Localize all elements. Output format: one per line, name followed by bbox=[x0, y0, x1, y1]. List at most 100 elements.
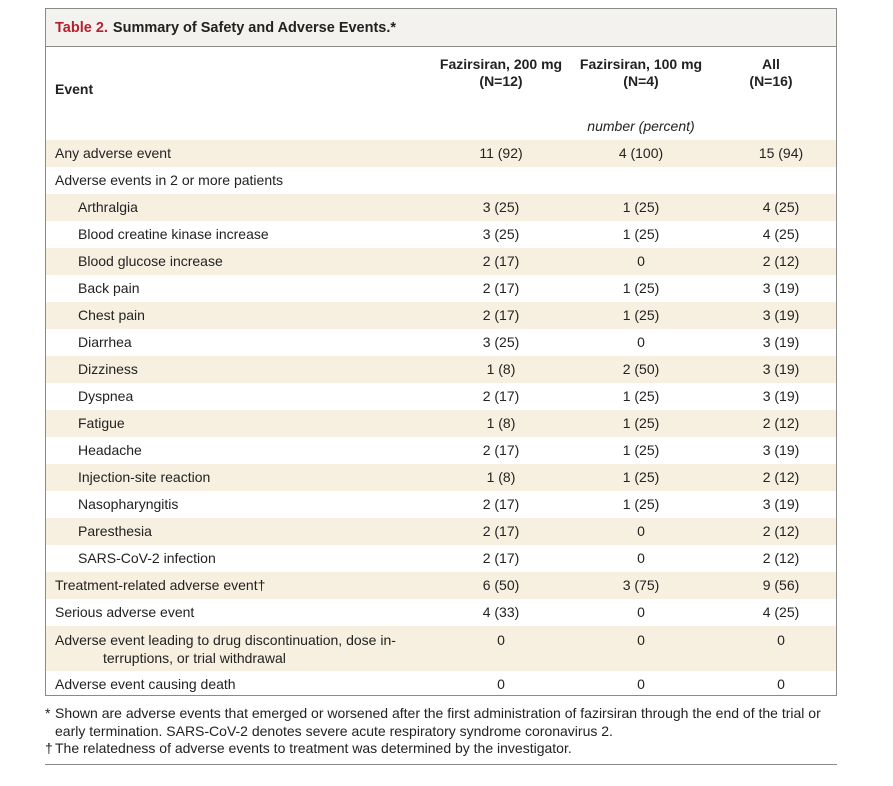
cell-all: 3 (19) bbox=[762, 361, 800, 377]
cell-100mg: 0 bbox=[637, 676, 645, 692]
cell-all: 4 (25) bbox=[762, 604, 800, 620]
row-label: Arthralgia bbox=[78, 199, 138, 215]
cell-200mg: 2 (17) bbox=[482, 388, 520, 404]
cell-200mg: 11 (92) bbox=[479, 145, 523, 161]
cell-100mg: 0 bbox=[637, 523, 645, 539]
cell-200mg: 3 (25) bbox=[482, 334, 520, 350]
bottom-rule bbox=[45, 764, 837, 765]
table-row: Fatigue 1 (8) 1 (25) 2 (12) bbox=[46, 410, 836, 437]
column-n: (N=12) bbox=[479, 73, 523, 89]
column-n: (N=16) bbox=[749, 73, 793, 89]
row-label: Dyspnea bbox=[78, 388, 134, 404]
cell-100mg: 0 bbox=[637, 604, 645, 620]
table-row: Back pain 2 (17) 1 (25) 3 (19) bbox=[46, 275, 836, 302]
column-header-200mg: Fazirsiran, 200 mg (N=12) bbox=[431, 56, 571, 90]
row-label: Adverse event causing death bbox=[55, 676, 236, 692]
table-row: Treatment-related adverse event† 6 (50) … bbox=[46, 572, 836, 599]
cell-100mg: 3 (75) bbox=[622, 577, 660, 593]
cell-200mg: 1 (8) bbox=[486, 361, 516, 377]
table-title-text: Summary of Safety and Adverse Events.* bbox=[112, 19, 397, 36]
cell-all: 3 (19) bbox=[762, 496, 800, 512]
cell-200mg: 2 (17) bbox=[482, 523, 520, 539]
cell-100mg: 0 bbox=[637, 550, 645, 566]
cell-all: 2 (12) bbox=[762, 469, 800, 485]
row-label-line1: Adverse event leading to drug discontinu… bbox=[55, 632, 396, 648]
cell-all: 2 (12) bbox=[762, 550, 800, 566]
table-row: Nasopharyngitis 2 (17) 1 (25) 3 (19) bbox=[46, 491, 836, 518]
row-label: Fatigue bbox=[78, 415, 125, 431]
row-label: Treatment-related adverse event† bbox=[55, 577, 266, 593]
row-label: Paresthesia bbox=[78, 523, 152, 539]
cell-200mg: 2 (17) bbox=[482, 550, 520, 566]
table-row: Paresthesia 2 (17) 0 2 (12) bbox=[46, 518, 836, 545]
table-row: SARS-CoV-2 infection 2 (17) 0 2 (12) bbox=[46, 545, 836, 572]
table-row: Blood creatine kinase increase 3 (25) 1 … bbox=[46, 221, 836, 248]
footnote-text: The relatedness of adverse events to tre… bbox=[55, 740, 572, 756]
cell-200mg: 2 (17) bbox=[482, 442, 520, 458]
row-label: Any adverse event bbox=[55, 145, 171, 161]
event-column-header: Event bbox=[55, 81, 94, 97]
table-row: Adverse event causing death 0 0 0 bbox=[46, 671, 836, 698]
row-label: Back pain bbox=[78, 280, 140, 296]
table-row: Adverse event leading to drug discontinu… bbox=[46, 626, 836, 671]
table-number: Table 2. bbox=[55, 19, 108, 36]
cell-100mg: 1 (25) bbox=[622, 442, 660, 458]
cell-all: 2 (12) bbox=[762, 253, 800, 269]
table-row: Serious adverse event 4 (33) 0 4 (25) bbox=[46, 599, 836, 626]
row-label: Blood creatine kinase increase bbox=[78, 226, 269, 242]
table-body: Any adverse event 11 (92) 4 (100) 15 (94… bbox=[46, 140, 836, 698]
cell-100mg: 1 (25) bbox=[622, 469, 660, 485]
table-header: Event Fazirsiran, 200 mg (N=12) Fazirsir… bbox=[46, 47, 836, 140]
cell-200mg: 6 (50) bbox=[482, 577, 520, 593]
cell-200mg: 2 (17) bbox=[482, 280, 520, 296]
cell-all: 0 bbox=[777, 676, 785, 692]
cell-200mg: 0 bbox=[497, 676, 505, 692]
row-label: Serious adverse event bbox=[55, 604, 195, 620]
table-row: Injection-site reaction 1 (8) 1 (25) 2 (… bbox=[46, 464, 836, 491]
row-label: Injection-site reaction bbox=[78, 469, 211, 485]
cell-100mg: 2 (50) bbox=[622, 361, 660, 377]
row-label: SARS-CoV-2 infection bbox=[78, 550, 216, 566]
cell-100mg: 0 bbox=[637, 253, 645, 269]
table-row: Any adverse event 11 (92) 4 (100) 15 (94… bbox=[46, 140, 836, 167]
cell-all: 3 (19) bbox=[762, 388, 800, 404]
row-label: Adverse events in 2 or more patients bbox=[55, 172, 284, 188]
table-row: Dizziness 1 (8) 2 (50) 3 (19) bbox=[46, 356, 836, 383]
cell-200mg: 0 bbox=[497, 632, 505, 648]
units-label: number (percent) bbox=[587, 118, 695, 134]
cell-all: 4 (25) bbox=[762, 226, 800, 242]
column-header-100mg: Fazirsiran, 100 mg (N=4) bbox=[571, 56, 711, 90]
row-label: Diarrhea bbox=[78, 334, 132, 350]
cell-all: 3 (19) bbox=[762, 280, 800, 296]
cell-200mg: 3 (25) bbox=[482, 199, 520, 215]
row-label: Nasopharyngitis bbox=[78, 496, 179, 512]
cell-all: 4 (25) bbox=[762, 199, 800, 215]
cell-100mg: 1 (25) bbox=[622, 226, 660, 242]
table-row: Diarrhea 3 (25) 0 3 (19) bbox=[46, 329, 836, 356]
cell-200mg: 1 (8) bbox=[486, 469, 516, 485]
cell-all: 3 (19) bbox=[762, 442, 800, 458]
cell-100mg: 4 (100) bbox=[618, 145, 664, 161]
table-row: Headache 2 (17) 1 (25) 3 (19) bbox=[46, 437, 836, 464]
row-label-line2: terruptions, or trial withdrawal bbox=[103, 650, 286, 666]
cell-all: 15 (94) bbox=[758, 145, 804, 161]
cell-100mg: 1 (25) bbox=[622, 496, 660, 512]
cell-100mg: 1 (25) bbox=[622, 388, 660, 404]
asterisk-symbol: * bbox=[45, 705, 51, 721]
column-name: Fazirsiran, 100 mg bbox=[579, 56, 703, 72]
cell-200mg: 3 (25) bbox=[482, 226, 520, 242]
column-header-all: All (N=16) bbox=[716, 56, 826, 90]
cell-200mg: 2 (17) bbox=[482, 307, 520, 323]
cell-200mg: 2 (17) bbox=[482, 496, 520, 512]
row-label: Headache bbox=[78, 442, 142, 458]
table-row: Arthralgia 3 (25) 1 (25) 4 (25) bbox=[46, 194, 836, 221]
column-name: Fazirsiran, 200 mg bbox=[439, 56, 563, 72]
row-label: Blood glucose increase bbox=[78, 253, 223, 269]
row-label: Adverse event leading to drug discontinu… bbox=[55, 631, 425, 667]
cell-all: 3 (19) bbox=[762, 334, 800, 350]
table-row: Chest pain 2 (17) 1 (25) 3 (19) bbox=[46, 302, 836, 329]
cell-100mg: 0 bbox=[637, 334, 645, 350]
cell-all: 9 (56) bbox=[762, 577, 800, 593]
column-n: (N=4) bbox=[623, 73, 659, 89]
footnote-2: † The relatedness of adverse events to t… bbox=[45, 740, 837, 758]
